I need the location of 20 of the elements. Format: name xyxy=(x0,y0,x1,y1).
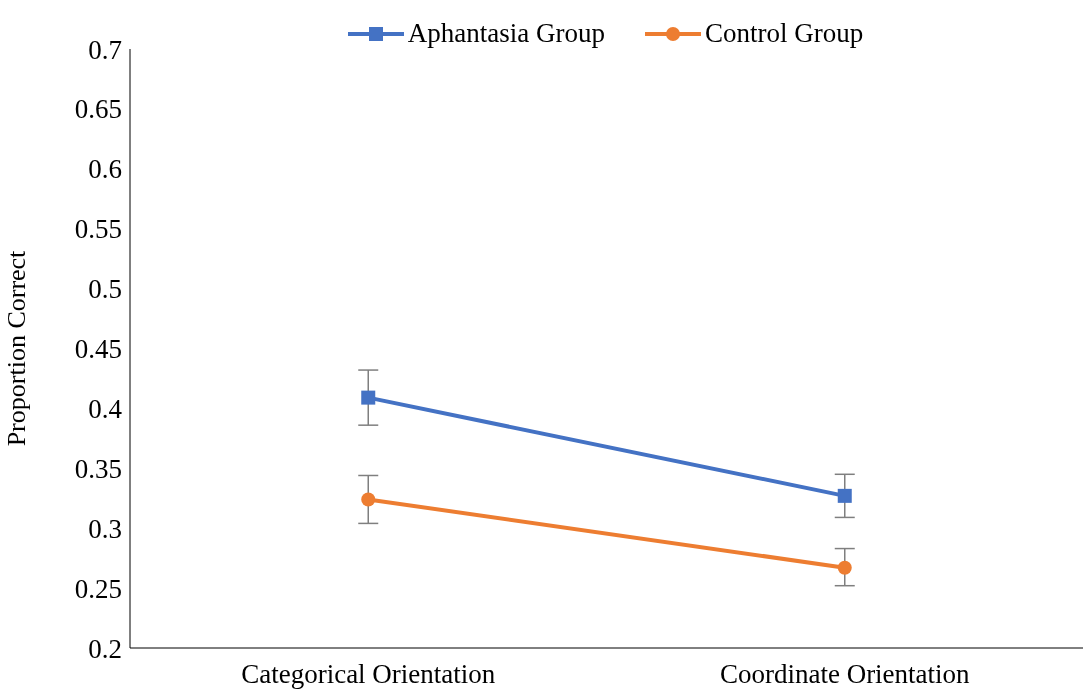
x-tick-label: Categorical Orientation xyxy=(241,659,496,690)
y-axis-title: Proportion Correct xyxy=(2,249,32,447)
y-tick-label: 0.65 xyxy=(74,94,122,125)
point xyxy=(361,492,376,507)
y-tick-label: 0.7 xyxy=(88,34,122,65)
y-tick-label: 0.55 xyxy=(74,214,122,245)
y-tick-label: 0.2 xyxy=(88,633,122,664)
x-tick-label: Coordinate Orientation xyxy=(719,659,971,690)
y-tick-label: 0.45 xyxy=(74,334,122,365)
point xyxy=(837,560,852,575)
y-tick-label: 0.4 xyxy=(88,393,123,424)
y-tick-label: 0.5 xyxy=(88,274,122,305)
legend-label: Aphantasia Group xyxy=(406,18,605,49)
y-tick-label: 0.25 xyxy=(74,573,122,604)
y-tick-label: 0.6 xyxy=(88,154,122,185)
y-tick-label: 0.3 xyxy=(88,513,122,544)
legend-label: Control Group xyxy=(703,18,864,49)
point xyxy=(361,390,376,405)
point xyxy=(837,488,852,503)
y-tick-label: 0.35 xyxy=(74,453,122,484)
